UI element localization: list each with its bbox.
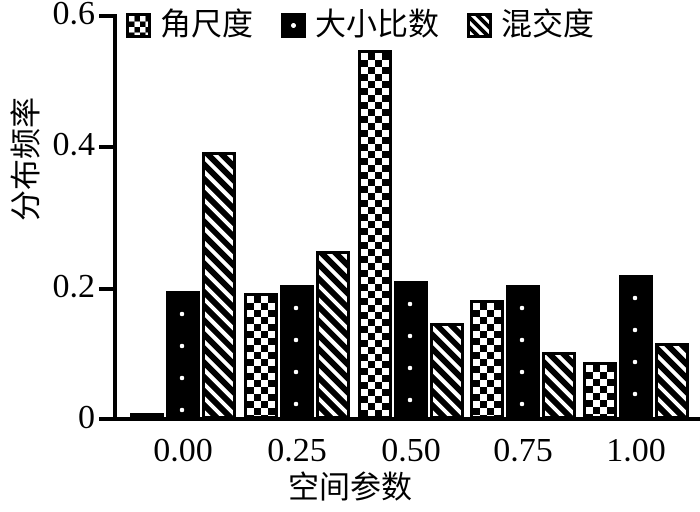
- hatched-swatch-icon: [467, 12, 492, 38]
- bar-0.25-角尺度: [244, 292, 278, 419]
- checkerboard-swatch-icon: [126, 12, 151, 38]
- x-axis-line: [113, 417, 700, 421]
- plot-area: [113, 14, 700, 419]
- bar-0.50-角尺度: [358, 49, 392, 419]
- bar-0.25-混交度: [316, 251, 350, 419]
- y-tick-mark-0.4: [99, 145, 114, 149]
- dotted-swatch-icon: [281, 12, 306, 38]
- bar-0.00-混交度: [202, 151, 236, 419]
- legend-item-2: 混交度: [467, 6, 622, 43]
- bar-0.50-大小比数: [394, 281, 428, 419]
- bar-0.25-大小比数: [280, 284, 314, 419]
- x-tick-label-0.50: 0.50: [381, 432, 441, 469]
- x-tick-label-0.25: 0.25: [267, 432, 327, 469]
- y-tick-mark-0.2: [99, 287, 114, 291]
- bar-0.50-混交度: [430, 322, 464, 419]
- x-tick-label-0.75: 0.75: [493, 432, 553, 469]
- bar-0.75-混交度: [542, 351, 576, 419]
- x-axis-title: 空间参数: [288, 470, 412, 506]
- chart-legend: 角尺度 大小比数 混交度: [126, 5, 622, 45]
- legend-item-1: 大小比数: [281, 6, 467, 43]
- bar-0.00-角尺度: [130, 413, 164, 419]
- x-tick-label-0.00: 0.00: [153, 432, 213, 469]
- y-tick-label-0: 0: [78, 399, 95, 436]
- x-tick-label-1.00: 1.00: [606, 432, 666, 469]
- legend-label-2: 混交度: [501, 6, 594, 43]
- y-tick-label-0.2: 0.2: [52, 268, 96, 305]
- bar-0.75-大小比数: [506, 284, 540, 419]
- bar-1.00-混交度: [655, 343, 689, 419]
- legend-item-0: 角尺度: [126, 6, 281, 43]
- y-tick-mark-0.6: [99, 14, 114, 18]
- bar-1.00-角尺度: [583, 361, 617, 419]
- bar-0.75-角尺度: [470, 300, 504, 419]
- y-tick-label-0.4: 0.4: [52, 126, 96, 163]
- legend-label-1: 大小比数: [315, 6, 439, 43]
- legend-label-0: 角尺度: [160, 6, 253, 43]
- bar-0.00-大小比数: [166, 290, 200, 419]
- y-axis-line: [113, 14, 117, 421]
- y-tick-mark-0: [99, 417, 114, 421]
- bar-1.00-大小比数: [619, 275, 653, 419]
- y-tick-label-0.6: 0.6: [52, 0, 96, 32]
